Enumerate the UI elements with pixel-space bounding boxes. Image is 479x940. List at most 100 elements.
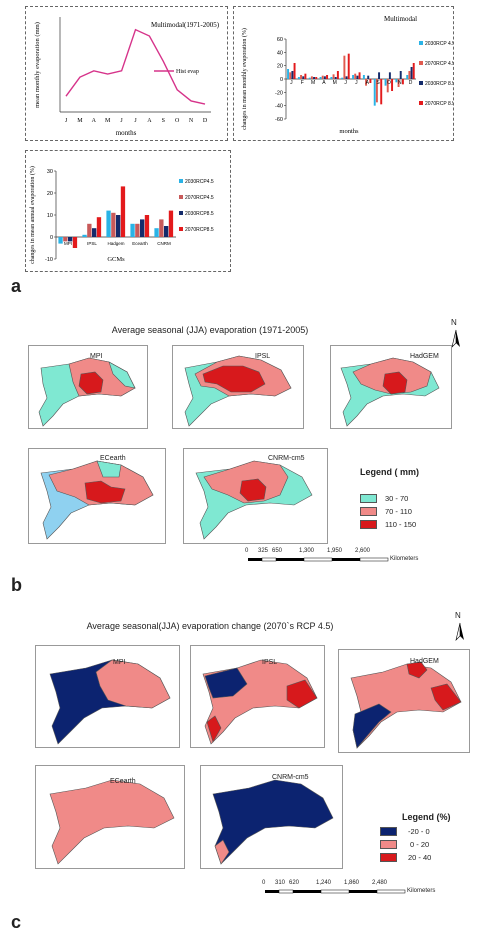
bar-2030RCP-4.5-A — [362, 75, 365, 79]
bar-2070RCP8.5-Hadgem — [120, 186, 126, 237]
legend-c-swatch-2 — [380, 853, 397, 862]
bar-2030RCP8.5-IPSL — [92, 228, 97, 237]
bar-2030RCP-8.5-N — [399, 71, 402, 79]
x-tick-label: A — [322, 80, 326, 86]
scale-c-1: 310 — [275, 880, 286, 886]
legend-c-swatch-0 — [380, 827, 397, 836]
bar-2070RCP4.5-Ecearth — [135, 223, 140, 237]
bar-2070RCP-4.5-N — [397, 79, 400, 87]
bar-2070RCP-8.5-J — [293, 63, 296, 79]
bar-2070RCP-4.5-F — [300, 75, 303, 79]
x-tick-label: J — [344, 80, 347, 86]
bar-2070RCP-4.5-M — [332, 74, 335, 79]
x-tick-label: D — [409, 80, 413, 86]
bar-2030RCP-4.5-J — [352, 75, 355, 79]
bar-2070RCP-8.5-F — [304, 73, 307, 79]
bar-2070RCP-8.5-N — [401, 79, 404, 85]
y-tick-label: -40 — [275, 104, 283, 110]
bar-2030RCP8.5-Ecearth — [140, 219, 145, 237]
bar-2070RCP-4.5-O — [386, 79, 389, 93]
legend-label: 2070RCP 4.5 — [425, 61, 453, 67]
bar-2070RCP-8.5-O — [391, 79, 394, 91]
legend-b-label-0: 30 - 70 — [385, 494, 409, 503]
bar-2030RCP-8.5-J — [345, 76, 348, 79]
bar-2030RCP4.5-Ecearth — [130, 223, 135, 237]
y-axis-label: changes in mean annual evaporation (%) — [29, 166, 36, 264]
legend-b-swatch-0 — [360, 494, 377, 503]
x-axis-label: months — [116, 129, 137, 137]
x-tick-label: J — [134, 118, 137, 124]
bar-2030RCP-8.5-A — [367, 75, 370, 79]
bar-2030RCP4.5-MPI — [58, 237, 63, 244]
x-tick-label: J — [355, 80, 358, 86]
scale-c-2: 620 — [289, 880, 300, 886]
y-axis-label: changes in mean monthly evaporation (%) — [241, 28, 248, 130]
bar-2030RCP-8.5-F — [302, 76, 305, 79]
north-label: N — [455, 611, 461, 620]
scale-b-1: 325 — [258, 548, 269, 554]
bar-2070RCP-8.5-M — [336, 71, 339, 79]
map-b-mpi — [28, 345, 148, 429]
bar-2070RCP-8.5-S — [380, 79, 383, 105]
monthly-bar-chart-box: 60 40 20 0 -20 -40 -60 J F M A M J J A S O N D 2030RCP 4.5 2… — [233, 6, 454, 141]
x-tick-label: MPI — [64, 241, 72, 246]
legend-b-title: Legend ( mm) — [360, 467, 420, 477]
map-c-label-hadgem: HadGEM — [410, 658, 439, 665]
x-tick-label: A — [92, 118, 97, 124]
scale-b-0: 0 — [245, 548, 249, 554]
x-tick-label: O — [175, 118, 180, 124]
bar-2070RCP-4.5-J — [354, 73, 357, 79]
scale-c-unit: Kilometers — [407, 888, 436, 894]
y-tick-label: 20 — [47, 191, 53, 197]
panel-letter-a: a — [11, 276, 22, 296]
chart-title: Multimodal(1971-2005) — [151, 21, 220, 29]
legend-swatch — [179, 195, 183, 199]
legend-c-swatch-1 — [380, 840, 397, 849]
y-axis-label: mean monthly evaporation (mm) — [34, 22, 41, 108]
map-c-label-ecearth: ECearth — [110, 778, 136, 785]
x-tick-label: N — [398, 80, 402, 86]
bar-2030RCP-8.5-D — [410, 67, 413, 79]
bar-2070RCP4.5-IPSL — [87, 223, 92, 237]
y-tick-label: 0 — [50, 235, 53, 241]
legend-swatch — [179, 179, 183, 183]
y-tick-label: 0 — [280, 77, 283, 83]
x-tick-label: J — [65, 118, 68, 124]
bar-2030RCP-4.5-S — [373, 79, 376, 106]
x-tick-label: N — [189, 118, 194, 124]
bar-2030RCP4.5-Hadgem — [106, 210, 111, 237]
x-tick-label: IPSL — [87, 241, 97, 246]
bar-2030RCP-8.5-M — [313, 77, 316, 79]
y-tick-label: -10 — [45, 257, 53, 263]
x-tick-label: M — [311, 80, 315, 86]
bar-2030RCP8.5-Hadgem — [116, 215, 121, 237]
map-c-label-ipsl: IPSL — [262, 659, 278, 666]
bar-2070RCP8.5-IPSL — [96, 217, 102, 237]
x-tick-label: M — [333, 80, 337, 86]
map-b-ipsl — [172, 345, 304, 429]
legend-b-swatch-2 — [360, 520, 377, 529]
legend-label: 2070RCP 8.5 — [425, 101, 453, 107]
legend-b-label-2: 110 - 150 — [385, 520, 417, 529]
bar-2030RCP-8.5-J — [291, 71, 294, 79]
x-tick-label: Hadgem — [107, 241, 124, 246]
map-c-label-mpi: MPI — [113, 659, 126, 666]
x-tick-label: S — [376, 80, 380, 86]
bar-2070RCP-4.5-A — [321, 75, 324, 79]
panel-letter-c: c — [11, 912, 22, 932]
x-tick-label: J — [120, 118, 123, 124]
bar-2030RCP-4.5-J — [341, 77, 344, 79]
scale-b-5: 2,600 — [355, 548, 371, 554]
map-c-label-cnrm: CNRM-cm5 — [272, 774, 309, 781]
bar-2030RCP-4.5-O — [384, 79, 387, 86]
bar-2030RCP-8.5-M — [334, 77, 337, 79]
bar-2030RCP8.5-CNRM — [164, 226, 169, 237]
y-tick-label: 40 — [277, 50, 283, 56]
x-tick-label: CNRM — [157, 241, 171, 246]
x-tick-label: Ecearth — [132, 241, 148, 246]
bar-2070RCP4.5-Hadgem — [111, 212, 116, 237]
north-label: N — [451, 318, 457, 327]
bar-2030RCP4.5-CNRM — [154, 228, 159, 237]
bar-2070RCP8.5-MPI — [72, 237, 78, 248]
